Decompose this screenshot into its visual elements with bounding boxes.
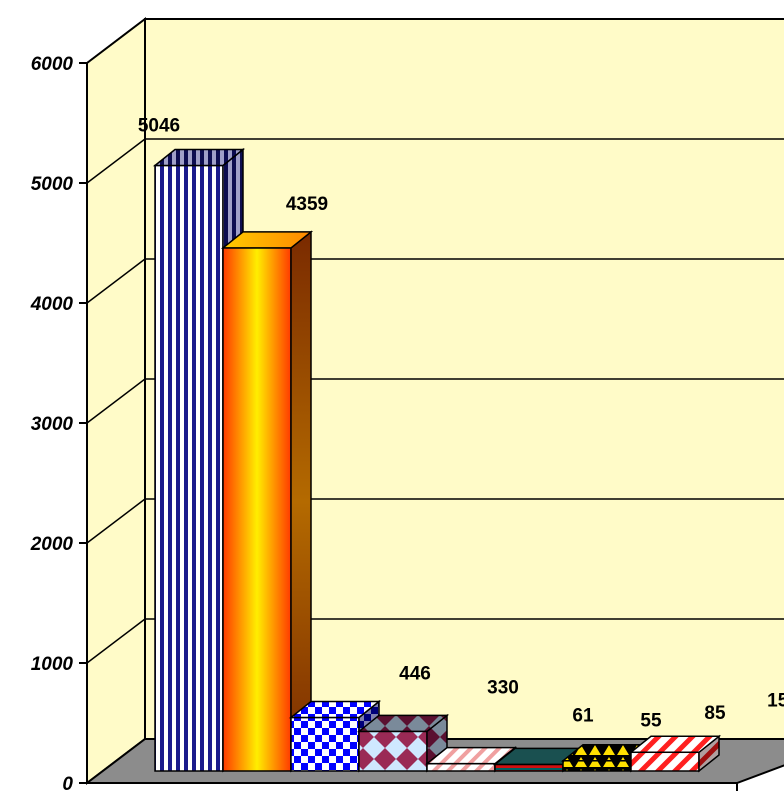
gridline-side: [86, 618, 146, 664]
gridline-side: [86, 378, 146, 424]
bar-front: [630, 751, 700, 772]
y-tick-label: 3000: [31, 414, 74, 435]
data-label: 4359: [286, 194, 328, 215]
bar-front: [290, 716, 360, 772]
bar-front: [426, 762, 496, 772]
bar-top: [628, 735, 722, 754]
data-label: 330: [487, 677, 519, 698]
bar-side: [290, 230, 312, 773]
gridline-side: [86, 258, 146, 304]
gridline-side: [86, 498, 146, 544]
bar-front: [358, 730, 428, 772]
bar-front: [494, 763, 564, 772]
bar-top: [356, 714, 450, 733]
data-label: 55: [640, 710, 662, 731]
bar: [220, 230, 314, 773]
bar-top: [220, 231, 314, 249]
bar-top: [152, 148, 246, 167]
y-tick-label: 1000: [31, 654, 74, 675]
bar-top: [288, 700, 382, 719]
y-axis: 0 1000 2000 3000 4000 5000 6000: [30, 54, 738, 794]
gridline-side: [86, 138, 146, 184]
y-tick-label: 4000: [30, 294, 74, 315]
y-tick-label: 6000: [31, 54, 74, 75]
bars: [152, 147, 722, 773]
data-label: 156: [767, 690, 784, 711]
bar: [628, 734, 722, 773]
data-label: 446: [399, 663, 431, 684]
y-tick-label: 5000: [31, 174, 74, 195]
y-tick-label: 2000: [30, 534, 74, 555]
bar-front: [222, 247, 292, 772]
y-tick-label: 0: [62, 774, 73, 794]
data-label: 85: [704, 703, 726, 724]
data-label: 61: [572, 706, 594, 727]
gridline-side: [86, 18, 146, 64]
data-label: 5046: [138, 115, 180, 136]
data-labels: 5046 4359 446 330 61 55 85 156: [138, 115, 784, 731]
bar-front: [154, 164, 224, 772]
bar-front: [562, 760, 632, 772]
